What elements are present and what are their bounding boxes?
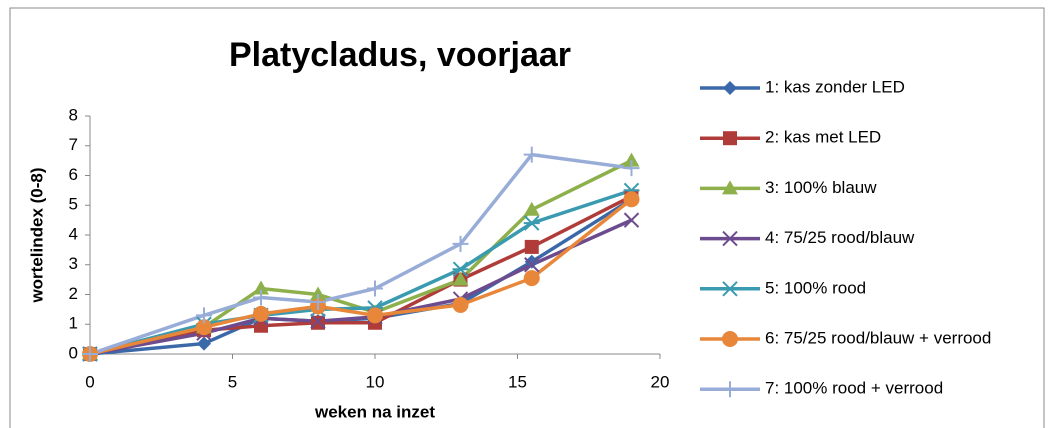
chart-title: Platycladus, voorjaar xyxy=(229,36,571,74)
data-point xyxy=(523,201,540,216)
legend-marker xyxy=(722,230,738,247)
x-tick-label: 10 xyxy=(366,372,385,391)
legend-label: 6: 75/25 rood/blauw + verrood xyxy=(765,328,991,347)
series-line xyxy=(89,197,633,356)
data-point xyxy=(253,289,269,306)
y-tick-label: 3 xyxy=(69,254,78,273)
y-tick-label: 1 xyxy=(69,314,78,333)
data-point xyxy=(623,191,640,208)
legend-marker xyxy=(722,281,738,297)
data-point xyxy=(253,280,269,295)
data-point xyxy=(452,271,469,286)
data-point xyxy=(623,212,640,228)
chart-frame xyxy=(9,7,1045,428)
y-tick-label: 2 xyxy=(69,284,78,303)
legend-marker xyxy=(722,381,738,398)
y-tick-label: 6 xyxy=(69,165,78,184)
legend-label: 4: 75/25 rood/blauw xyxy=(765,228,915,247)
legend-label: 5: 100% rood xyxy=(765,278,866,297)
y-axis-label: wortelindex (0-8) xyxy=(27,167,46,303)
data-point xyxy=(452,235,469,252)
data-point xyxy=(524,239,539,254)
y-tick-label: 8 xyxy=(69,105,78,124)
legend-marker xyxy=(723,81,737,95)
series-line xyxy=(89,197,633,356)
data-point xyxy=(524,257,540,273)
data-point xyxy=(524,254,539,269)
data-point xyxy=(196,307,212,324)
data-point xyxy=(310,293,326,310)
data-point xyxy=(623,152,640,167)
x-tick-label: 20 xyxy=(651,372,670,391)
series-line xyxy=(89,159,633,356)
y-tick-label: 5 xyxy=(69,195,78,214)
data-point xyxy=(452,261,469,277)
data-point xyxy=(310,286,326,301)
series-line xyxy=(89,152,632,356)
x-tick-label: 15 xyxy=(508,372,527,391)
data-point xyxy=(311,315,325,330)
series-line xyxy=(89,218,633,356)
data-point xyxy=(523,146,540,163)
legend-label: 3: 100% blauw xyxy=(765,178,877,197)
data-point xyxy=(310,313,326,329)
x-tick-label: 0 xyxy=(85,372,94,391)
data-point xyxy=(82,346,98,362)
y-tick-label: 0 xyxy=(69,343,78,362)
series-line xyxy=(89,188,633,356)
legend-label: 1: kas zonder LED xyxy=(765,77,905,96)
legend-marker xyxy=(722,180,738,195)
legend-label: 7: 100% rood + verrood xyxy=(765,379,943,398)
x-axis-label: weken na inzet xyxy=(314,402,435,421)
data-point xyxy=(523,270,540,287)
series-line xyxy=(89,194,633,356)
y-tick-label: 4 xyxy=(69,224,78,243)
data-point xyxy=(623,160,640,177)
legend-label: 2: kas met LED xyxy=(765,128,881,147)
data-point xyxy=(452,296,469,313)
data-point xyxy=(197,336,211,351)
data-point xyxy=(253,305,269,322)
data-point xyxy=(523,215,540,231)
legend-marker xyxy=(723,131,737,146)
x-tick-label: 5 xyxy=(228,372,237,391)
legend-marker xyxy=(722,331,738,347)
data-point xyxy=(367,307,383,324)
y-tick-label: 7 xyxy=(69,135,78,154)
data-point xyxy=(367,280,383,297)
data-point xyxy=(196,319,212,336)
